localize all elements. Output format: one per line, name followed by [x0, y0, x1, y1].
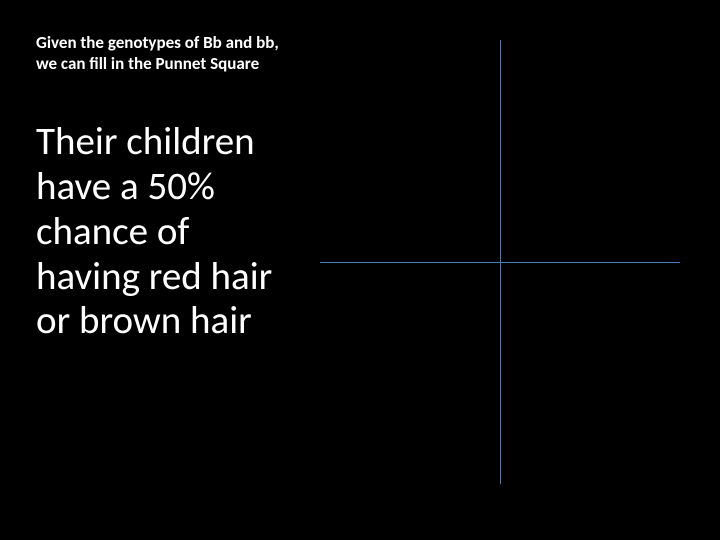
punnett-square	[320, 40, 680, 484]
punnett-horizontal-line	[320, 262, 680, 263]
slide-body-text: Their children have a 50% chance of havi…	[36, 120, 296, 344]
slide: Given the genotypes of Bb and bb, we can…	[0, 0, 720, 540]
slide-title: Given the genotypes of Bb and bb, we can…	[36, 32, 286, 75]
punnett-grid	[320, 40, 680, 484]
